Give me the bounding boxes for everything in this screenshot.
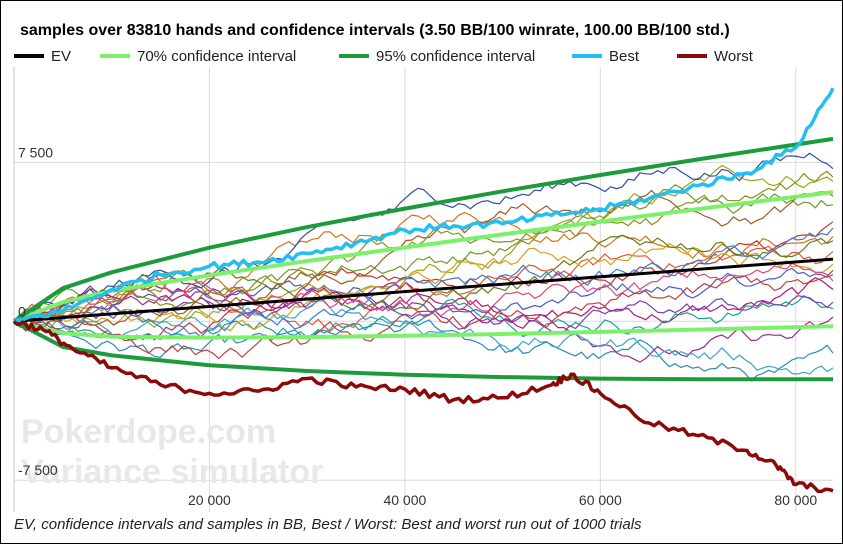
watermark-line-1: Pokerdope.com [21,413,276,451]
chart-title: samples over 83810 hands and confidence … [20,22,730,39]
y-tick-label: 7 500 [18,144,53,160]
sample-run-line [13,227,834,338]
confidence-bands [12,136,834,382]
best-line [13,87,835,323]
sample-run-line [13,184,834,322]
legend: EV 70% confidence interval 95% confidence … [14,48,754,65]
sample-run-line [13,170,834,322]
axis-ticks: 20 000 40 000 60 000 80 000 7 500 0 -7 500 [18,144,817,508]
legend-label-95-confidence-interval: 95% confidence interval [376,48,535,65]
y-tick-label: -7 500 [18,462,58,478]
70-confidence-interval-lower-line [13,319,834,340]
legend-label-70-confidence-interval: 70% confidence interval [137,48,296,65]
x-tick-label: 80 000 [774,492,817,508]
main-series [12,87,835,494]
sample-run-line [13,269,834,360]
x-tick-label: 60 000 [579,492,622,508]
sample-run-line [13,164,834,332]
sample-run-line [13,319,834,382]
watermark: Pokerdope.com Variance simulator [21,413,323,491]
ev-line [13,257,834,323]
legend-label-best: Best [609,48,640,65]
x-tick-label: 20 000 [188,492,231,508]
x-tick-label: 40 000 [383,492,426,508]
sample-run-line [13,262,834,324]
sample-run-line [13,267,834,323]
legend-label-ev: EV [51,48,71,65]
watermark-line-2: Variance simulator [21,453,323,491]
95-confidence-interval-upper-line [12,136,834,323]
sample-run-line [13,152,834,322]
chart-caption: EV, confidence intervals and samples in … [14,516,642,533]
sample-run-line [13,285,834,363]
legend-label-worst: Worst [714,48,754,65]
y-tick-label: 0 [18,303,26,319]
sample-run-line [13,294,834,341]
70-confidence-interval-upper-line [13,190,834,324]
worst-line [12,320,834,494]
95-confidence-interval-lower-line [13,319,833,382]
